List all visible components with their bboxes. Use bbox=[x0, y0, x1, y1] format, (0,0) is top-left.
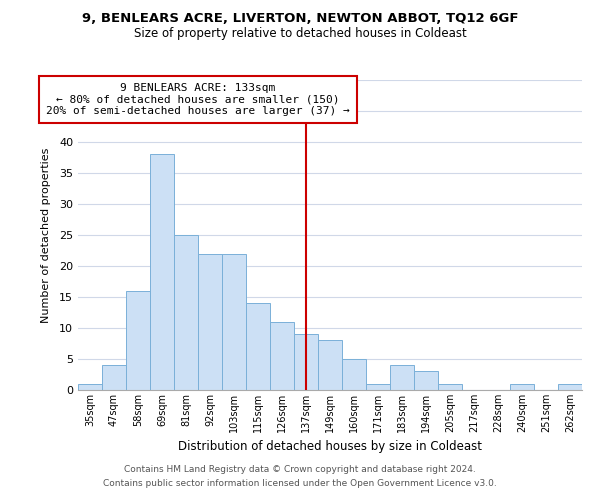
Text: 9, BENLEARS ACRE, LIVERTON, NEWTON ABBOT, TQ12 6GF: 9, BENLEARS ACRE, LIVERTON, NEWTON ABBOT… bbox=[82, 12, 518, 26]
Bar bbox=[102, 365, 126, 390]
Bar bbox=[366, 384, 390, 390]
Bar bbox=[150, 154, 174, 390]
Bar bbox=[390, 365, 414, 390]
Text: Contains HM Land Registry data © Crown copyright and database right 2024.
Contai: Contains HM Land Registry data © Crown c… bbox=[103, 466, 497, 487]
Bar bbox=[438, 384, 462, 390]
Bar bbox=[558, 384, 582, 390]
Bar bbox=[510, 384, 534, 390]
Bar bbox=[318, 340, 342, 390]
Bar bbox=[294, 334, 318, 390]
Bar bbox=[198, 254, 222, 390]
Text: Size of property relative to detached houses in Coldeast: Size of property relative to detached ho… bbox=[134, 28, 466, 40]
Bar bbox=[414, 372, 438, 390]
Bar bbox=[270, 322, 294, 390]
Bar bbox=[174, 235, 198, 390]
X-axis label: Distribution of detached houses by size in Coldeast: Distribution of detached houses by size … bbox=[178, 440, 482, 454]
Text: 9 BENLEARS ACRE: 133sqm
← 80% of detached houses are smaller (150)
20% of semi-d: 9 BENLEARS ACRE: 133sqm ← 80% of detache… bbox=[46, 83, 350, 116]
Bar bbox=[126, 291, 150, 390]
Bar bbox=[222, 254, 246, 390]
Bar bbox=[78, 384, 102, 390]
Y-axis label: Number of detached properties: Number of detached properties bbox=[41, 148, 50, 322]
Bar bbox=[246, 303, 270, 390]
Bar bbox=[342, 359, 366, 390]
